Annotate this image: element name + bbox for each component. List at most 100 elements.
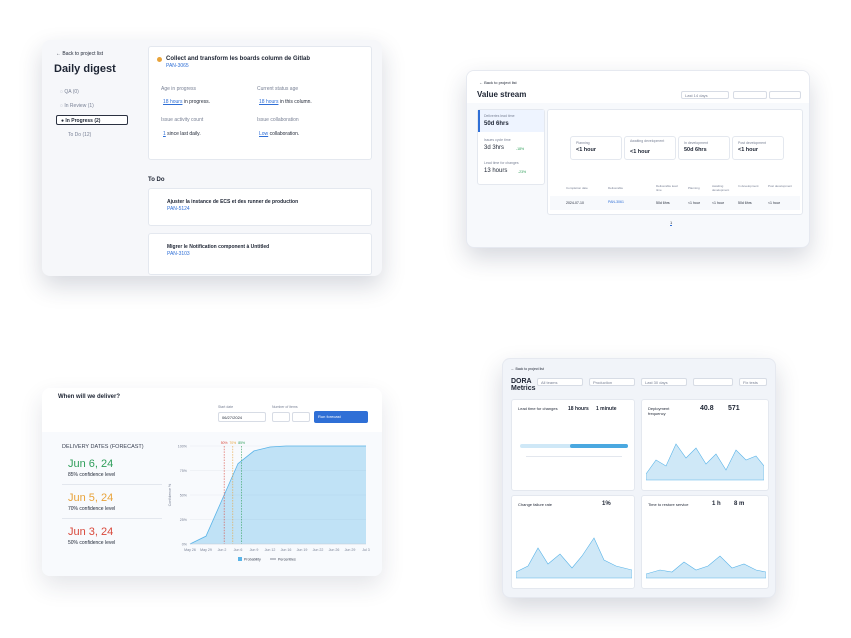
metric-label: Current status age bbox=[257, 86, 299, 92]
stage-value: <1 hour bbox=[630, 149, 651, 155]
page-title: DORA Metrics bbox=[511, 378, 536, 392]
summary-change: -23% bbox=[518, 170, 527, 174]
table-cell[interactable]: PAN-3061 bbox=[608, 200, 624, 204]
period-select[interactable]: Last 14 days bbox=[681, 91, 729, 99]
filter-select[interactable]: Last 30 days bbox=[641, 378, 687, 386]
stage[interactable]: Awaiting development <1 hour bbox=[624, 136, 676, 160]
input-label: Start date bbox=[218, 405, 234, 409]
date-select[interactable] bbox=[733, 91, 767, 99]
back-link[interactable]: ← Back to project list bbox=[56, 51, 103, 57]
filter-selected[interactable]: ● In Progress (2) bbox=[56, 115, 128, 125]
metric-card: Change failure rate 1% bbox=[511, 495, 635, 589]
sparkline-area bbox=[646, 555, 766, 579]
table-row[interactable] bbox=[550, 196, 800, 210]
summary-label: Deliveries lead time bbox=[484, 114, 515, 118]
issue-key[interactable]: PAN-3065 bbox=[166, 63, 189, 69]
start-date-input[interactable]: 06/27/2024 bbox=[218, 412, 266, 422]
x-tick-label: Jun 6 bbox=[234, 548, 243, 552]
metric-card: Deployment frequency 40.8 571 bbox=[641, 399, 769, 491]
divider bbox=[62, 518, 162, 519]
items-input[interactable] bbox=[272, 412, 290, 422]
stage-name: In development bbox=[684, 141, 708, 145]
stage-value: <1 hour bbox=[576, 147, 597, 153]
card-stat: 18 hours bbox=[568, 406, 589, 412]
filter[interactable]: To Do (12) bbox=[68, 132, 92, 138]
filter-text[interactable]: In Progress (2) bbox=[65, 118, 101, 124]
page-title: Daily digest bbox=[54, 63, 116, 75]
current-issue-card[interactable]: Collect and transform les boards column … bbox=[148, 46, 372, 160]
back-text[interactable]: Back to project list bbox=[484, 80, 517, 85]
back-text[interactable]: Back to project list bbox=[62, 51, 103, 57]
summary-selected[interactable] bbox=[478, 110, 544, 132]
sparkline bbox=[516, 537, 632, 579]
filter-text[interactable]: QA (0) bbox=[64, 89, 79, 95]
back-link[interactable]: ← Back to project list bbox=[511, 367, 544, 371]
forecast-date: Jun 6, 24 bbox=[68, 458, 114, 470]
stage[interactable]: Planning <1 hour bbox=[570, 136, 622, 160]
x-tick-label: Jun 19 bbox=[297, 548, 308, 552]
metric-link[interactable]: 18 hours bbox=[259, 99, 279, 105]
filter[interactable]: ◌ QA (0) bbox=[60, 89, 79, 95]
forecast-body bbox=[42, 432, 382, 576]
metric-link[interactable]: 18 hours bbox=[163, 99, 183, 105]
stage[interactable]: In development 50d 6hrs bbox=[678, 136, 730, 160]
daily-digest-panel: ← Back to project list Daily digest ◌ QA… bbox=[42, 40, 382, 276]
confidence-level: 50% confidence level bbox=[68, 540, 116, 546]
line bbox=[189, 445, 366, 545]
filter[interactable]: ◌ In Review (1) bbox=[60, 103, 94, 109]
confidence-level: 85% confidence level bbox=[68, 472, 116, 478]
metric-note: in progress. bbox=[183, 99, 210, 105]
stage[interactable]: Post development <1 hour bbox=[732, 136, 784, 160]
back-text[interactable]: Back to project list bbox=[515, 367, 544, 371]
metric-note: in this column. bbox=[279, 99, 312, 105]
metric-link[interactable]: Low bbox=[259, 131, 269, 137]
x-tick-label: Jun 2 bbox=[218, 548, 227, 552]
metric-note: collaboration. bbox=[269, 131, 300, 137]
legend-label: Probability bbox=[244, 558, 261, 562]
todo-key[interactable]: PAN-5124 bbox=[167, 206, 190, 212]
back-link[interactable]: ← Back to project list bbox=[479, 80, 517, 85]
todo-card[interactable]: Migrer le Notification component à Untit… bbox=[148, 233, 372, 275]
filter-select[interactable]: Production bbox=[589, 378, 635, 386]
stage-value: <1 hour bbox=[738, 147, 759, 153]
filter-text[interactable]: In Review (1) bbox=[64, 103, 94, 109]
x-tick-label: Jun 9 bbox=[250, 548, 259, 552]
table-header: Planning bbox=[688, 186, 700, 190]
card-title: Change failure rate bbox=[518, 502, 553, 507]
value-stream-panel: ← Back to project list Value stream Last… bbox=[466, 70, 810, 248]
pagination-page[interactable]: 1 bbox=[670, 220, 673, 226]
legend-label: Percentiles bbox=[278, 558, 296, 562]
dates-heading: DELIVERY DATES (FORECAST) bbox=[62, 444, 144, 450]
progress-track bbox=[520, 444, 628, 448]
x-tick-label: Jul 3 bbox=[362, 548, 370, 552]
date-select[interactable] bbox=[769, 91, 801, 99]
issue-title: Collect and transform les boards column … bbox=[166, 56, 311, 62]
metric-link[interactable]: 1 bbox=[163, 131, 166, 137]
x-tick-label: May 26 bbox=[184, 548, 196, 552]
filter-select[interactable]: All teams bbox=[537, 378, 583, 386]
filter-select[interactable]: Fix tests bbox=[739, 378, 767, 386]
todo-title: Ajuster la instance de ECS et des runner… bbox=[167, 199, 299, 205]
table-header: Completion date bbox=[566, 186, 588, 190]
card-stat: 1 minute bbox=[596, 406, 617, 412]
card-title: Deployment frequency bbox=[648, 406, 670, 416]
table-header: Deliverable lead time bbox=[656, 184, 678, 192]
section-heading: To Do bbox=[148, 177, 165, 183]
filter-select[interactable] bbox=[693, 378, 733, 386]
todo-card[interactable]: Ajuster la instance de ECS et des runner… bbox=[148, 188, 372, 226]
forecast-date: Jun 3, 24 bbox=[68, 526, 114, 538]
summary-label: Issues cycle time bbox=[484, 138, 511, 142]
table-cell: <1 hour bbox=[768, 201, 780, 205]
status-dot bbox=[157, 57, 162, 62]
todo-title: Migrer le Notification component à Untit… bbox=[167, 244, 270, 250]
run-button[interactable]: Run forecast bbox=[314, 411, 368, 423]
forecast-panel: When will we deliver? Start date 06/27/2… bbox=[42, 388, 382, 576]
summary-list: Deliveries lead time 50d 6hrs Issues cyc… bbox=[477, 109, 545, 185]
sparkline-area bbox=[646, 443, 764, 481]
metric-label: Issue activity count bbox=[161, 117, 204, 123]
forecast-date: Jun 5, 24 bbox=[68, 492, 114, 504]
items-input[interactable] bbox=[292, 412, 310, 422]
metric-value: 18 hours in progress. bbox=[163, 99, 210, 105]
todo-key[interactable]: PAN-3103 bbox=[167, 251, 190, 257]
